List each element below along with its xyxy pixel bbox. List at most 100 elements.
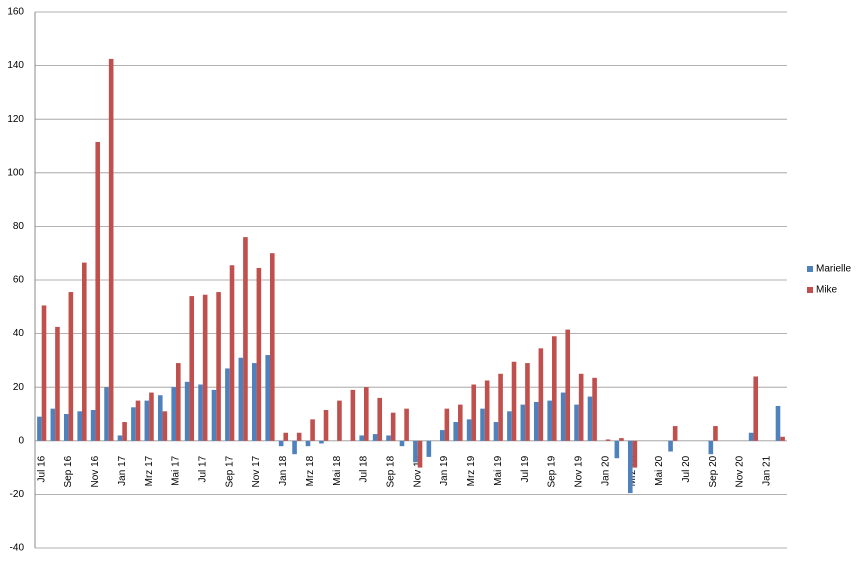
y-tick-label: -40	[10, 543, 25, 554]
bar	[533, 401, 539, 441]
bar	[525, 363, 530, 441]
bar	[256, 267, 262, 441]
y-tick-label: 140	[7, 60, 24, 71]
x-tick-label: Mai 17	[171, 455, 182, 485]
bar	[426, 440, 432, 457]
bar	[238, 357, 244, 441]
bar	[372, 434, 378, 441]
bar	[672, 426, 678, 441]
x-tick-label: Sep 17	[224, 455, 235, 487]
bar	[587, 396, 593, 441]
x-tick-label: Sep 20	[708, 455, 719, 487]
bar	[552, 336, 557, 441]
bar	[444, 408, 450, 441]
bar	[466, 419, 472, 441]
bar	[337, 400, 342, 441]
bar	[229, 265, 235, 441]
bar	[708, 440, 714, 455]
bar	[748, 432, 754, 441]
bar	[565, 329, 571, 441]
bar	[117, 435, 123, 441]
x-tick-label: Jul 17	[197, 455, 208, 482]
bar	[50, 408, 56, 441]
y-tick-label: 80	[13, 221, 25, 232]
y-tick-label: 40	[13, 328, 25, 339]
bar	[605, 439, 611, 441]
bar	[592, 377, 597, 441]
bar	[202, 294, 208, 441]
x-tick-label: Sep 16	[63, 455, 74, 487]
bar	[578, 373, 584, 441]
bar	[108, 58, 114, 441]
x-tick-label: Mai 20	[654, 455, 665, 485]
bar	[68, 292, 74, 441]
bar	[82, 262, 87, 441]
bar	[63, 414, 69, 441]
x-tick-label: Nov 18	[412, 455, 423, 487]
bar	[319, 440, 324, 444]
bar	[511, 361, 517, 441]
bar	[713, 426, 718, 441]
x-tick-label: Jul 19	[520, 455, 531, 482]
legend-key	[807, 266, 813, 272]
bar	[390, 412, 396, 441]
bar	[176, 363, 181, 441]
bar	[520, 404, 526, 441]
x-tick-label: Nov 20	[735, 455, 746, 487]
bar	[574, 404, 579, 441]
bar	[265, 355, 270, 441]
bar	[413, 440, 418, 463]
bar	[484, 380, 490, 441]
bar	[292, 440, 297, 455]
y-tick-label: 160	[7, 7, 24, 18]
bar	[632, 440, 638, 468]
legend-label: Mike	[816, 285, 838, 296]
bar	[225, 368, 230, 441]
bar	[359, 435, 364, 441]
bar	[614, 440, 620, 459]
bar	[55, 326, 60, 441]
y-tick-label: 60	[13, 275, 25, 286]
bar	[350, 389, 356, 441]
bar	[211, 389, 217, 441]
bar	[480, 408, 485, 441]
x-tick-label: Jan 20	[600, 455, 611, 485]
x-tick-label: Nov 19	[573, 455, 584, 487]
x-tick-label: Sep 18	[385, 455, 396, 487]
bar	[104, 387, 109, 441]
bar	[619, 438, 624, 441]
bar	[775, 405, 781, 441]
bar	[149, 392, 154, 441]
bar	[458, 404, 463, 441]
x-tick-label: Jan 18	[278, 455, 289, 485]
bar	[296, 432, 302, 441]
y-tick-label: 20	[13, 382, 25, 393]
bar	[243, 237, 248, 441]
x-tick-label: Nov 17	[251, 455, 262, 487]
bar	[305, 440, 311, 447]
x-tick-label: Mrz 18	[305, 455, 316, 486]
bar	[77, 411, 82, 441]
bar	[547, 400, 552, 441]
bar	[560, 392, 566, 441]
legend-label: Marielle	[816, 264, 851, 275]
bar	[668, 440, 673, 452]
bar	[135, 400, 141, 441]
bar	[198, 384, 203, 441]
bar	[453, 422, 458, 441]
bar	[377, 397, 383, 441]
bar	[162, 411, 168, 441]
bar	[283, 432, 289, 441]
bar	[95, 141, 101, 441]
bar	[323, 409, 329, 441]
bar	[171, 387, 176, 441]
bar	[41, 305, 47, 441]
bar	[538, 348, 544, 441]
y-tick-label: -20	[10, 489, 25, 500]
bar	[439, 430, 445, 441]
x-tick-label: Jul 18	[359, 455, 370, 482]
x-tick-label: Mrz 17	[144, 455, 155, 486]
bar	[498, 373, 503, 441]
